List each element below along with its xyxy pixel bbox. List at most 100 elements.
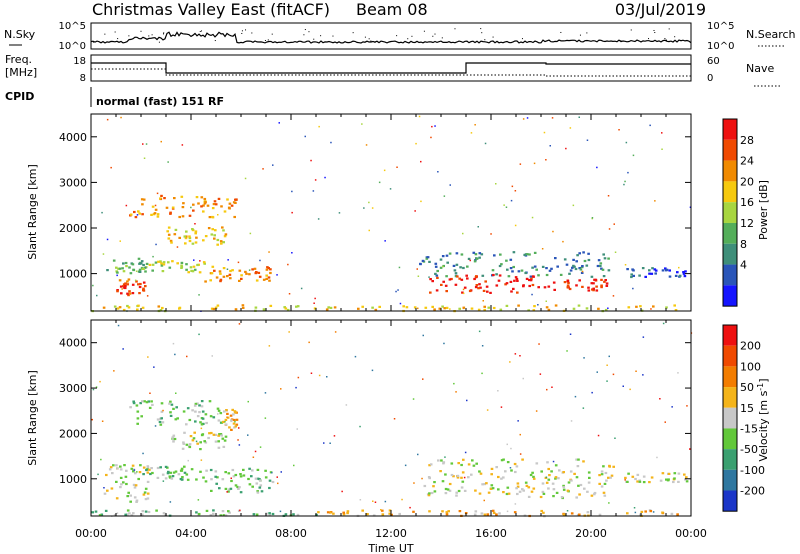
heatmap-cell-9 xyxy=(581,285,584,288)
heatmap-cell-7 xyxy=(580,271,584,274)
heatmap-cell-7 xyxy=(596,264,600,268)
colorbar-tick-label: 16 xyxy=(740,196,754,209)
nsearch-dot xyxy=(648,38,650,40)
noise-cell xyxy=(155,243,157,246)
heatmap-cell-5 xyxy=(264,469,267,472)
colorbar-segment xyxy=(723,202,737,223)
noise-cell xyxy=(291,211,293,214)
heatmap-cell-6 xyxy=(329,306,333,309)
heatmap-cell-7 xyxy=(439,258,443,261)
heatmap-cell-5 xyxy=(271,480,275,484)
heatmap-cell-2 xyxy=(199,441,202,444)
heatmap-cell-8 xyxy=(552,495,555,498)
x-tick-label: 12:00 xyxy=(375,527,407,540)
noise-cell xyxy=(570,420,573,422)
heatmap-cell-6 xyxy=(227,510,230,513)
heatmap-cell-8 xyxy=(478,283,481,286)
noise-cell xyxy=(464,451,467,454)
noise-cell xyxy=(678,266,680,269)
heatmap-cell-7 xyxy=(500,263,503,266)
heatmap-cell-6 xyxy=(458,307,461,310)
heatmap-cell-8 xyxy=(461,471,465,474)
heatmap-cell-8 xyxy=(593,491,597,495)
heatmap-cell-0 xyxy=(129,406,132,409)
heatmap-cell-8 xyxy=(522,284,525,287)
heatmap-cell-0 xyxy=(175,406,178,409)
heatmap-cell-3 xyxy=(183,235,187,238)
noise-cell xyxy=(591,217,594,219)
heatmap-cell-4 xyxy=(169,471,172,474)
heatmap-cell-7 xyxy=(571,266,574,269)
heatmap-cell-7 xyxy=(436,269,439,273)
noise-cell xyxy=(133,469,136,471)
heatmap-cell-6 xyxy=(545,306,549,309)
heatmap-cell-3 xyxy=(146,465,150,468)
heatmap-cell-7 xyxy=(434,265,438,268)
heatmap-cell-8 xyxy=(529,473,533,477)
heatmap-cell-8 xyxy=(467,463,471,466)
heatmap-cell-10 xyxy=(678,274,682,277)
heatmap-cell-8 xyxy=(502,476,505,479)
heatmap-cell-6 xyxy=(262,308,266,311)
nsearch-dot xyxy=(241,32,243,34)
heatmap-cell-8 xyxy=(478,470,481,473)
nsearch-dot xyxy=(586,32,588,34)
heatmap-cell-6 xyxy=(127,306,131,309)
noise-cell xyxy=(359,499,362,501)
heatmap-cell-3 xyxy=(103,492,107,495)
heatmap-cell-3 xyxy=(204,235,208,238)
noise-cell xyxy=(323,442,325,444)
heatmap-cell-2 xyxy=(159,197,162,200)
heatmap-cell-6 xyxy=(116,307,120,310)
heatmap-cell-4 xyxy=(167,470,170,473)
heatmap-cell-2 xyxy=(181,447,185,450)
heatmap-cell-7 xyxy=(455,252,459,255)
heatmap-cell-2 xyxy=(211,207,215,210)
heatmap-cell-6 xyxy=(402,305,405,308)
heatmap-cell-5 xyxy=(234,473,238,477)
heatmap-cell-6 xyxy=(222,514,226,517)
noise-cell xyxy=(280,471,282,473)
heatmap-cell-3 xyxy=(115,497,119,500)
colorbar-tick-label: 4 xyxy=(740,259,747,272)
heatmap-cell-2 xyxy=(129,213,133,216)
noise-cell xyxy=(199,260,201,262)
heatmap-cell-0 xyxy=(129,272,133,275)
heatmap-cell-10 xyxy=(653,268,657,271)
heatmap-cell-5 xyxy=(227,488,231,491)
heatmap-cell-0 xyxy=(169,400,172,403)
heatmap-cell-0 xyxy=(217,409,221,412)
noise-cell xyxy=(495,183,497,185)
heatmap-cell-5 xyxy=(242,474,246,477)
heatmap-cell-2 xyxy=(188,443,192,446)
noise-cell xyxy=(268,251,270,253)
heatmap-cell-7 xyxy=(563,258,567,261)
heatmap-cell-5 xyxy=(227,472,231,475)
heatmap-cell-4 xyxy=(177,473,181,476)
noise-cell xyxy=(354,355,357,358)
noise-cell xyxy=(393,418,396,420)
noise-cell xyxy=(101,211,103,214)
heatmap-cell-8 xyxy=(507,492,511,495)
heatmap-cell-3 xyxy=(119,476,123,479)
heatmap-cell-4 xyxy=(174,470,178,473)
heatmap-cell-8 xyxy=(551,482,555,485)
nsearch-dot xyxy=(148,35,150,37)
heatmap-cell-5 xyxy=(259,484,263,487)
heatmap-cell-7 xyxy=(317,511,320,514)
noise-cell xyxy=(428,276,430,278)
noise-cell xyxy=(422,334,424,337)
nsearch-dot xyxy=(407,38,409,40)
time-x-axis: 00:00 04:00 08:00 12:00 16:00 20:00 00:00 xyxy=(75,527,707,540)
heatmap-cell-6 xyxy=(104,509,108,512)
heatmap-cell-8 xyxy=(562,486,566,489)
nsearch-label: N.Search xyxy=(746,28,796,41)
heatmap-cell-8 xyxy=(552,281,556,284)
heatmap-cell-4 xyxy=(190,269,193,272)
heatmap-cell-5 xyxy=(256,490,259,493)
heatmap-cell-7 xyxy=(586,511,590,514)
heatmap-cell-4 xyxy=(151,263,155,266)
heatmap-cell-6 xyxy=(113,305,117,308)
noise-cell xyxy=(169,501,172,503)
heatmap-cell-5 xyxy=(264,476,268,479)
